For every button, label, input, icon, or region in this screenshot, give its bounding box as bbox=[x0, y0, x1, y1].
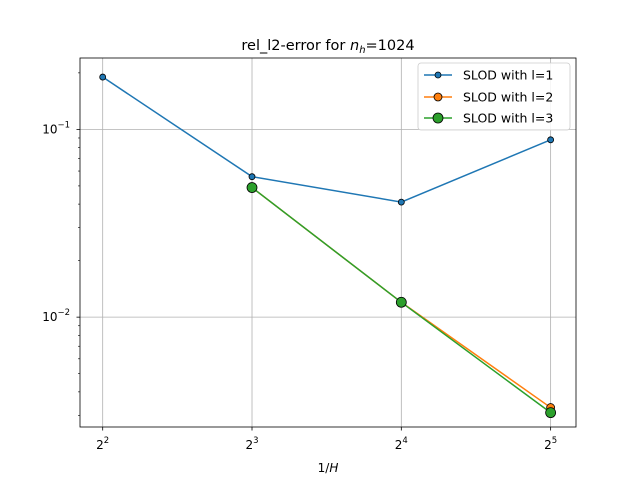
ticks: 22 23 24 25 10−2 10−1 bbox=[42, 72, 557, 452]
data-point-s1-1 bbox=[99, 73, 107, 81]
x-tick-label-3: 25 bbox=[544, 436, 557, 452]
y-tick-label-1: 10−1 bbox=[42, 120, 70, 136]
x-tick-label-2: 24 bbox=[395, 436, 408, 452]
data-point-s3-2 bbox=[395, 296, 407, 308]
x-axis-label: 1/H bbox=[318, 461, 339, 475]
legend-entry-3: SLOD with l=3 bbox=[424, 111, 553, 126]
legend-marker-2 bbox=[433, 92, 443, 102]
series-layer bbox=[99, 73, 557, 419]
x-tick-label-1: 23 bbox=[245, 436, 258, 452]
data-point-s1-3 bbox=[397, 198, 405, 206]
chart-title: rel_l2-error for nh=1024 bbox=[241, 38, 414, 56]
legend-marker-1 bbox=[434, 71, 442, 79]
legend-marker-3 bbox=[432, 112, 444, 124]
legend-label-3: SLOD with l=3 bbox=[463, 111, 553, 126]
legend-label-2: SLOD with l=2 bbox=[463, 90, 553, 105]
legend: SLOD with l=1 SLOD with l=2 SLOD with l=… bbox=[417, 62, 571, 131]
legend-box bbox=[417, 62, 571, 131]
legend-entry-1: SLOD with l=1 bbox=[424, 68, 553, 83]
data-point-s3-3 bbox=[545, 407, 557, 419]
data-point-s3-1 bbox=[246, 182, 258, 193]
data-point-s1-2 bbox=[248, 173, 256, 181]
legend-label-1: SLOD with l=1 bbox=[463, 68, 553, 83]
x-tick-label-0: 22 bbox=[96, 436, 109, 452]
data-point-s1-4 bbox=[547, 136, 555, 144]
series-line-1 bbox=[102, 76, 551, 203]
y-tick-label-0: 10−2 bbox=[42, 308, 70, 324]
axes-frame bbox=[79, 57, 577, 428]
legend-entry-2: SLOD with l=2 bbox=[424, 90, 553, 105]
